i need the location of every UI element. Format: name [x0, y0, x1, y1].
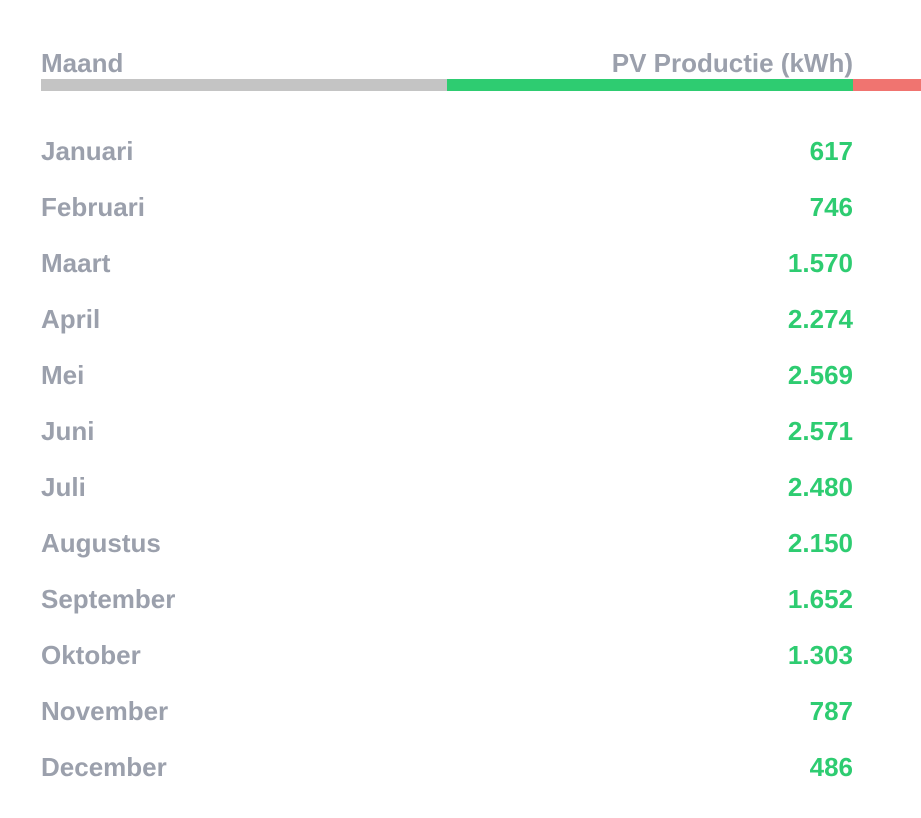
header-bar-green: [447, 79, 853, 91]
header-bar-red: [853, 79, 921, 91]
production-value-cell: 2.480: [787, 472, 853, 502]
month-cell: April: [41, 304, 101, 334]
month-cell: Juli: [41, 472, 86, 502]
month-cell: Oktober: [41, 640, 141, 670]
table-row: December 486: [41, 744, 853, 800]
header-bar-grey: [41, 79, 447, 91]
production-value-cell: 617: [809, 136, 853, 166]
production-value-cell: 2.569: [787, 360, 853, 390]
pv-production-table: Maand PV Productie (kWh) Januari 617 Febru…: [41, 0, 921, 782]
production-value-cell: 2.571: [787, 416, 853, 446]
table-row: April 2.274: [41, 296, 853, 352]
production-value-cell: 2.150: [787, 528, 853, 558]
table-row: Januari 617: [41, 128, 853, 184]
month-cell: December: [41, 752, 167, 782]
production-value-cell: 2.274: [787, 304, 853, 334]
month-cell: Maart: [41, 248, 111, 278]
table-body: Januari 617 Februari 746 Maart 1.570 April 2.27…: [41, 128, 853, 800]
table-row: Maart 1.570: [41, 240, 853, 296]
table-row: Augustus 2.150: [41, 520, 853, 576]
table-row: September 1.652: [41, 576, 853, 632]
table-row: Februari 746: [41, 184, 853, 240]
month-cell: September: [41, 584, 176, 614]
production-value-cell: 1.303: [787, 640, 853, 670]
table-row: Mei 2.569: [41, 352, 853, 408]
table-row: November 787: [41, 688, 853, 744]
production-value-cell: 1.652: [787, 584, 853, 614]
table-row: Juli 2.480: [41, 464, 853, 520]
column-header-production: PV Productie (kWh): [611, 48, 853, 78]
table-row: Juni 2.571: [41, 408, 853, 464]
production-value-cell: 1.570: [787, 248, 853, 278]
month-cell: Februari: [41, 192, 146, 222]
column-header-month: Maand: [41, 48, 124, 78]
month-cell: Augustus: [41, 528, 161, 558]
production-value-cell: 486: [809, 752, 853, 782]
production-value-cell: 787: [809, 696, 853, 726]
month-cell: Januari: [41, 136, 134, 166]
month-cell: November: [41, 696, 169, 726]
month-cell: Mei: [41, 360, 85, 390]
table-header: Maand PV Productie (kWh): [41, 0, 921, 92]
table-row: Oktober 1.303: [41, 632, 853, 688]
production-value-cell: 746: [809, 192, 853, 222]
month-cell: Juni: [41, 416, 95, 446]
